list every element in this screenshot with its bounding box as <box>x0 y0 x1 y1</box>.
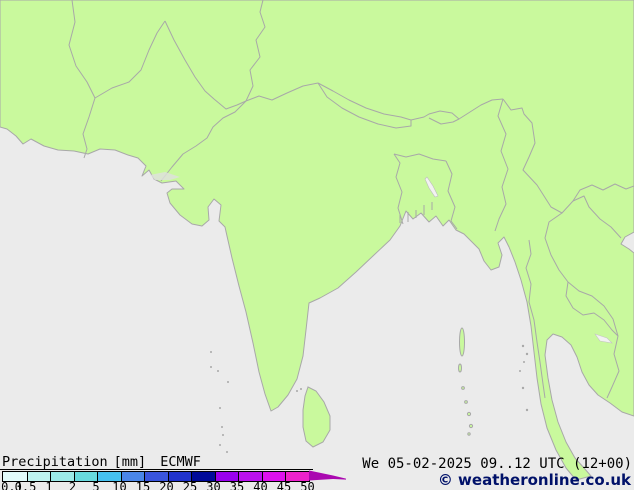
legend-segment <box>120 472 144 481</box>
legend-tick-labels: 0.1 0.5 1 2 5 10 15 20 25 30 35 40 45 50 <box>1 480 332 490</box>
sri-lanka-island <box>302 386 331 448</box>
legend-segment <box>50 472 74 481</box>
legend-segment <box>285 472 309 481</box>
country-borders <box>68 0 634 399</box>
legend-tick-label: 45 <box>276 480 292 490</box>
legend-tick-label: 0.5 <box>14 480 37 490</box>
legend-tick-label: 10 <box>112 480 127 490</box>
legend-tick-label: 25 <box>182 480 198 490</box>
lakshadweep-islets <box>210 351 302 453</box>
legend-colorbar <box>2 471 310 482</box>
legend-tick-label: 5 <box>92 480 100 490</box>
legend-segment <box>191 472 215 481</box>
legend-segment <box>144 472 168 481</box>
legend-segment <box>167 472 191 481</box>
tonle-sap-lake <box>594 333 613 344</box>
andaman-nicobar-islands <box>458 327 474 436</box>
legend-tick-label: 20 <box>159 480 174 490</box>
legend-tick-label: 15 <box>135 480 151 490</box>
legend-segment <box>238 472 262 481</box>
legend-segment <box>214 472 238 481</box>
legend-overflow-arrow <box>309 470 346 481</box>
copyright: © weatheronline.co.uk <box>437 471 631 489</box>
legend-segment <box>26 472 50 481</box>
legend-tick-label: 40 <box>253 480 268 490</box>
legend-unit: [mm] <box>113 454 147 470</box>
legend-segment <box>97 472 121 481</box>
legend-tick-label: 2 <box>68 480 77 490</box>
forecast-datetime: We 05-02-2025 09..12 UTC (12+00) <box>362 456 632 472</box>
rann-of-kutch-marsh <box>150 172 180 180</box>
legend-underline <box>0 469 313 470</box>
legend-segment <box>3 472 27 481</box>
legend-model: ECMWF <box>160 454 201 470</box>
legend-tick-label: 0.1 <box>1 480 23 490</box>
delta-river <box>424 176 439 198</box>
legend-tick-label: 1 <box>45 480 53 490</box>
legend-segment <box>261 472 285 481</box>
myanmar-coast-islets <box>519 344 529 412</box>
legend-segment <box>73 472 97 481</box>
legend-title-label: Precipitation <box>2 454 108 470</box>
legend-tick-label: 50 <box>300 480 315 490</box>
legend-tick-label: 30 <box>206 480 221 490</box>
legend-tick-label: 35 <box>229 480 245 490</box>
legend-title: Precipitation [mm] ECMWF <box>2 454 201 470</box>
